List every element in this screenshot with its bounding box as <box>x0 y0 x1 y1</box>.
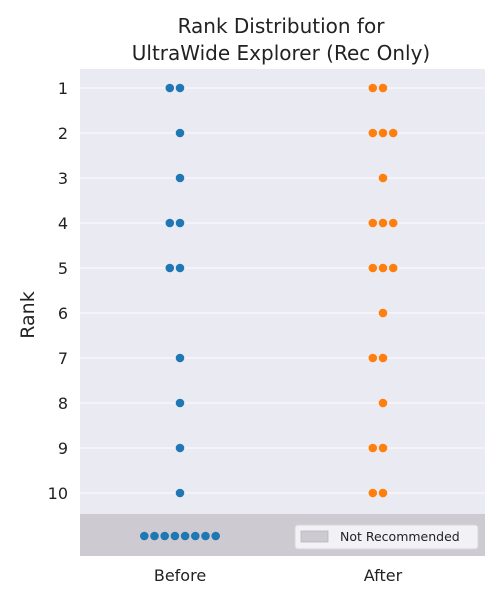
legend-label-not-recommended: Not Recommended <box>340 529 460 544</box>
data-point <box>369 84 378 93</box>
data-point <box>176 129 185 138</box>
data-point <box>176 354 185 363</box>
x-tick-label: Before <box>154 566 206 585</box>
data-point-not-recommended <box>140 532 149 541</box>
data-point <box>166 219 175 228</box>
x-tick-label: After <box>364 566 403 585</box>
data-point <box>379 399 388 408</box>
legend-swatch-not-recommended <box>301 531 328 542</box>
legend: Not Recommended <box>295 525 478 549</box>
data-point <box>379 174 388 183</box>
data-point <box>176 444 185 453</box>
data-point <box>369 354 378 363</box>
data-point-not-recommended <box>150 532 159 541</box>
data-point <box>166 264 175 273</box>
data-point <box>176 399 185 408</box>
data-point-not-recommended <box>171 532 180 541</box>
y-tick-label: 1 <box>58 79 68 98</box>
y-tick-label: 10 <box>48 484 68 503</box>
data-point <box>379 84 388 93</box>
data-point <box>166 84 175 93</box>
y-tick-label: 4 <box>58 214 68 233</box>
data-point <box>389 264 398 273</box>
data-point <box>369 444 378 453</box>
data-point-not-recommended <box>160 532 169 541</box>
data-point <box>176 84 185 93</box>
y-tick-label: 9 <box>58 439 68 458</box>
y-tick-label: 6 <box>58 304 68 323</box>
y-axis-label: Rank <box>17 291 39 338</box>
y-tick-label: 8 <box>58 394 68 413</box>
data-point <box>379 354 388 363</box>
data-point <box>369 129 378 138</box>
x-tick-labels: Before After <box>154 566 403 585</box>
data-point <box>369 264 378 273</box>
data-point <box>176 219 185 228</box>
data-point-not-recommended <box>211 532 220 541</box>
data-point <box>379 309 388 318</box>
y-tick-label: 3 <box>58 169 68 188</box>
data-point <box>369 219 378 228</box>
data-point <box>379 129 388 138</box>
chart-title-line-2: UltraWide Explorer (Rec Only) <box>132 41 430 65</box>
data-point <box>176 489 185 498</box>
data-point-not-recommended <box>201 532 210 541</box>
data-point <box>176 264 185 273</box>
y-tick-label: 5 <box>58 259 68 278</box>
data-point <box>379 219 388 228</box>
data-point <box>379 444 388 453</box>
data-point <box>369 489 378 498</box>
data-point <box>389 219 398 228</box>
data-point-not-recommended <box>191 532 200 541</box>
y-tick-labels: 1 2 3 4 5 6 7 8 9 10 <box>48 79 68 503</box>
data-point <box>379 489 388 498</box>
data-point <box>379 264 388 273</box>
data-point <box>389 129 398 138</box>
chart-title-line-1: Rank Distribution for <box>178 14 386 38</box>
data-point-not-recommended <box>181 532 190 541</box>
y-tick-label: 2 <box>58 124 68 143</box>
y-tick-label: 7 <box>58 349 68 368</box>
data-point <box>176 174 185 183</box>
